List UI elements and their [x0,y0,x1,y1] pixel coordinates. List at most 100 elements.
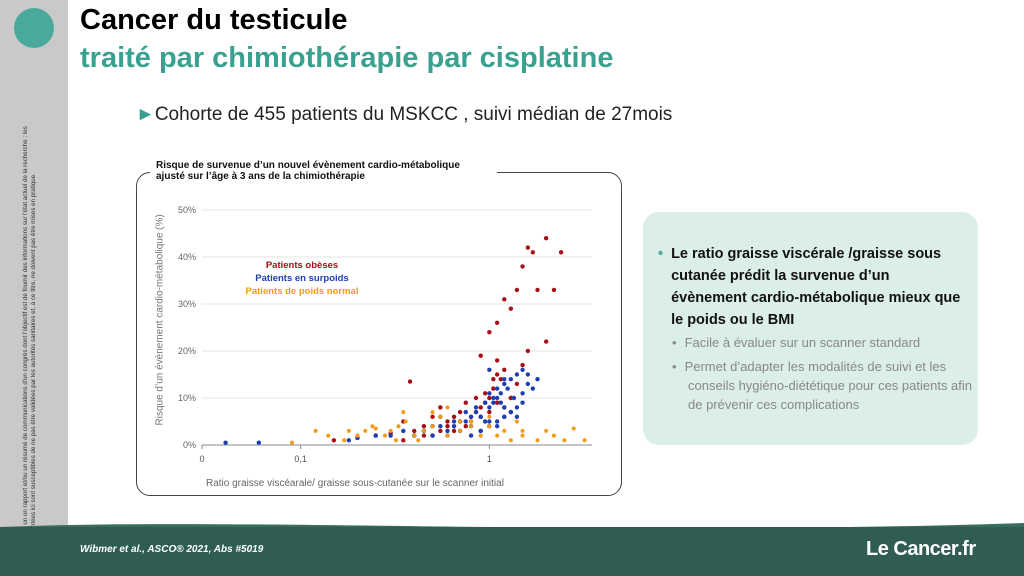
y-tick-label: 20% [178,346,196,356]
y-tick-label: 50% [178,205,196,215]
scatter-plot: 0% 10% 20% 30% 40% 50% 0 0,1 1 Patients obèses Pat… [178,205,592,464]
data-point [562,438,567,443]
data-point [373,426,378,431]
data-point [514,381,520,387]
data-point [396,424,401,429]
page-title: Cancer du testicule [80,4,348,36]
data-point [468,414,474,419]
data-point [430,433,435,438]
data-point [421,424,427,429]
sidebar: Ce contenu est un un rapport et/ou un ré… [0,0,68,568]
data-point [256,440,261,445]
data-point [421,433,427,438]
data-point [383,433,388,438]
data-point [508,438,513,443]
data-point [445,433,450,438]
data-point [551,433,556,438]
data-point [346,438,352,443]
data-point [430,414,435,419]
data-point [514,405,520,410]
data-point [502,405,507,410]
data-point [498,400,503,405]
data-point [403,419,408,424]
data-point [388,428,393,433]
data-point [487,367,492,372]
data-point [508,395,514,401]
data-point [494,358,500,363]
data-point [494,395,500,401]
data-point [487,405,492,410]
data-point [535,377,540,382]
data-point [502,414,507,419]
data-point [463,409,468,415]
bullet-dot-icon: • [672,335,677,350]
data-point [487,391,492,396]
data-point [498,377,503,382]
data-point [445,424,450,429]
data-point [482,391,488,396]
cohort-bullet: ►Cohorte de 455 patients du MSKCC , suiv… [136,104,672,126]
data-point [412,433,417,438]
info-subpoint: • Facile à évaluer sur un scanner standar… [672,333,972,352]
data-point [582,438,587,443]
data-point [342,438,347,443]
data-point [502,297,507,302]
data-point [370,424,375,429]
data-point [520,367,525,372]
data-point [478,428,483,434]
brand-logo: Le Cancer.fr [866,538,976,560]
info-subpoint-text: Permet d’adapter les modalités de suivi … [684,359,973,412]
data-point [520,391,525,396]
data-point [487,330,492,335]
legend-entry: Patients en surpoids [255,273,348,284]
data-point [491,395,496,401]
data-point [388,433,393,438]
y-tick-label: 10% [178,393,196,403]
data-point [482,419,488,424]
data-point [468,433,474,438]
data-point [473,405,479,410]
data-point [451,424,457,429]
data-point [494,320,500,325]
data-point [502,377,507,382]
data-point [520,400,525,405]
data-point [487,424,492,429]
data-point [525,381,531,387]
data-point [520,433,525,438]
data-point [514,414,520,419]
data-point [508,377,514,382]
data-point [451,428,457,434]
y-axis-label: Risque d’un évènement cardio-métabolique… [154,214,166,426]
data-point [494,372,500,377]
data-point [525,372,531,377]
data-point [313,428,318,433]
data-point [463,400,468,405]
y-tick-label: 0% [183,440,196,450]
data-point [478,433,483,438]
data-point [491,377,496,382]
data-point [494,400,500,405]
info-panel [643,212,978,445]
data-point [290,440,295,445]
data-point [355,433,360,438]
data-point [487,395,492,401]
bullet-dot-icon: • [672,359,677,374]
data-point [482,400,488,405]
data-point [525,245,531,250]
data-point [473,409,479,415]
data-point [514,419,519,424]
data-point [514,287,520,293]
data-point [487,409,492,415]
data-point [458,419,463,424]
data-point [502,367,507,372]
legend-entry: Patients obèses [266,260,338,271]
data-point [502,381,507,387]
y-tick-label: 40% [178,252,196,262]
data-point [494,386,500,391]
y-tick-label: 30% [178,299,196,309]
data-point [535,438,540,443]
footer-reference: Wibmer et al., ASCO® 2021, Abs #5019 [80,544,264,555]
logo-circle-icon [14,8,54,48]
data-point [478,414,483,419]
data-point [430,410,435,415]
